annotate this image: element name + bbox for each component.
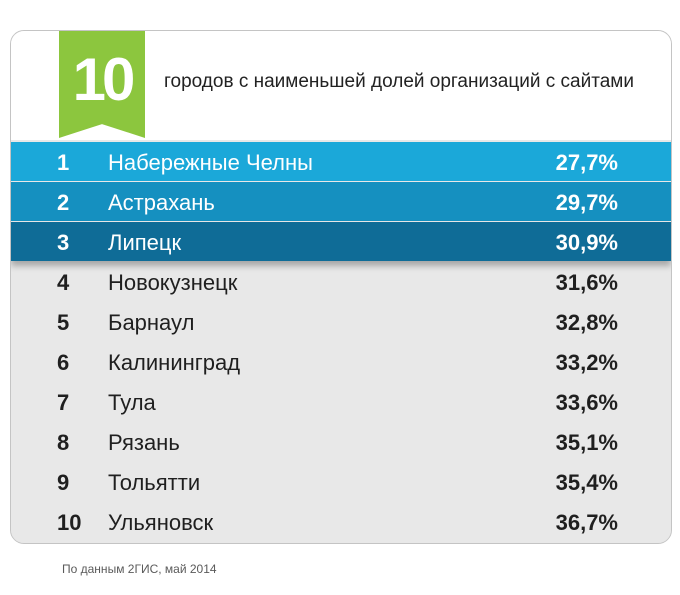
city-cell: Рязань <box>108 430 180 455</box>
city-cell: Калининград <box>108 350 241 375</box>
city-cell: Новокузнецк <box>108 270 238 295</box>
rank-cell: 9 <box>57 470 70 495</box>
source-footnote: По данным 2ГИС, май 2014 <box>62 562 217 576</box>
table-row: 9 Тольятти 35,4% <box>11 462 671 501</box>
table-row: 4 Новокузнецк 31,6% <box>11 262 671 301</box>
rank-cell: 3 <box>57 230 70 255</box>
top-10-badge: 10 <box>59 31 145 138</box>
value-cell: 32,8% <box>555 310 618 335</box>
table-row: 3 Липецк 30,9% <box>11 222 671 261</box>
city-cell: Барнаул <box>108 310 195 335</box>
city-cell: Ульяновск <box>108 510 214 535</box>
value-cell: 35,1% <box>555 430 618 455</box>
value-cell: 33,6% <box>555 390 618 415</box>
city-cell: Тольятти <box>108 470 201 495</box>
ranking-card: 10 городов с наименьшей долей организаци… <box>10 30 672 544</box>
value-cell: 35,4% <box>555 470 618 495</box>
table-row: 8 Рязань 35,1% <box>11 422 671 461</box>
city-cell: Набережные Челны <box>108 150 313 175</box>
rank-cell: 8 <box>57 430 70 455</box>
rank-cell: 2 <box>57 190 70 215</box>
table-row: 2 Астрахань 29,7% <box>11 182 671 221</box>
table-row: 5 Барнаул 32,8% <box>11 302 671 341</box>
city-cell: Астрахань <box>108 190 215 215</box>
city-cell: Липецк <box>108 230 182 255</box>
value-cell: 31,6% <box>555 270 618 295</box>
city-cell: Тула <box>108 390 156 415</box>
table-row: 6 Калининград 33,2% <box>11 342 671 381</box>
rank-cell: 1 <box>57 150 70 175</box>
table-row: 7 Тула 33,6% <box>11 382 671 421</box>
rank-cell: 5 <box>57 310 70 335</box>
value-cell: 29,7% <box>555 190 618 215</box>
value-cell: 30,9% <box>555 230 618 255</box>
value-cell: 36,7% <box>555 510 618 535</box>
rank-cell: 6 <box>57 350 70 375</box>
rank-cell: 4 <box>57 270 70 295</box>
value-cell: 27,7% <box>555 150 618 175</box>
rank-cell: 10 <box>57 510 82 535</box>
table-row: 10 Ульяновск 36,7% <box>11 502 671 541</box>
card-header: 10 городов с наименьшей долей организаци… <box>11 31 671 140</box>
badge-number: 10 <box>72 46 136 113</box>
rank-cell: 7 <box>57 390 70 415</box>
ranking-table: 1 Набережные Челны 27,7% 2 Астрахань 29,… <box>11 142 671 542</box>
card-title: городов с наименьшей долей организаций с… <box>164 71 634 92</box>
table-row: 1 Набережные Челны 27,7% <box>11 142 671 181</box>
value-cell: 33,2% <box>555 350 618 375</box>
